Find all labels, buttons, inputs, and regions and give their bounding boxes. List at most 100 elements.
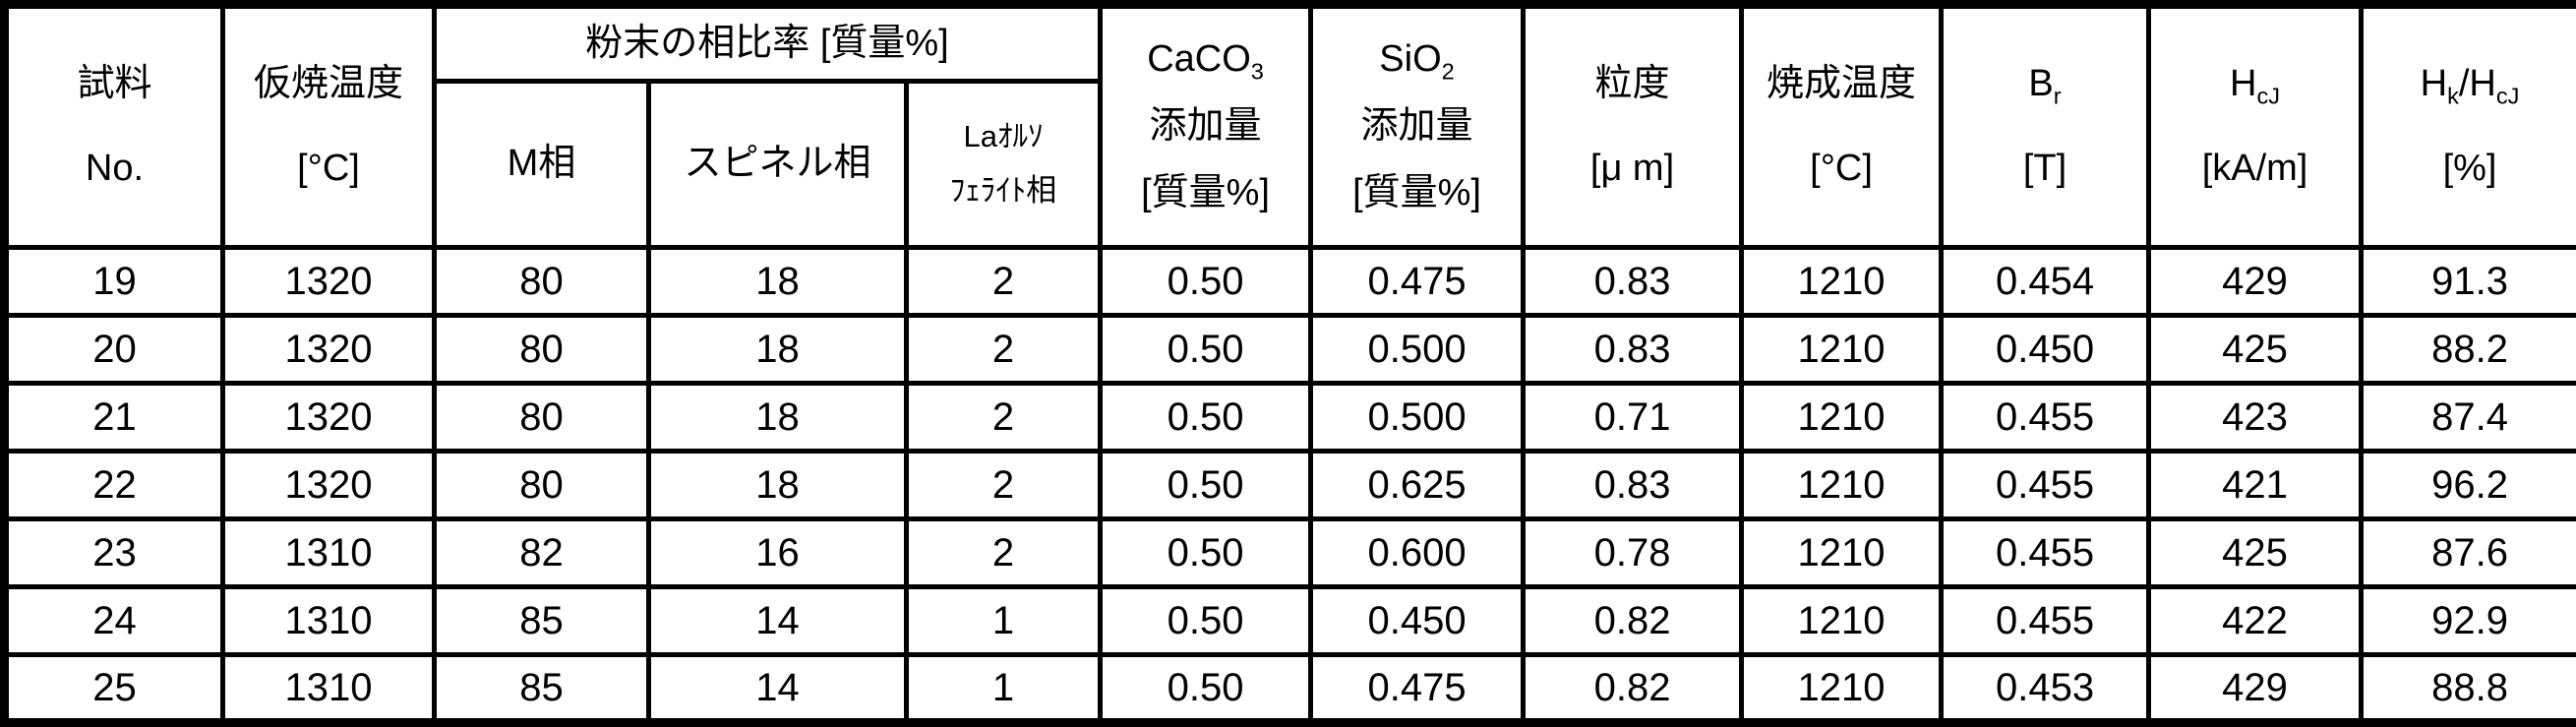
cell-sample-no: 22 — [5, 452, 223, 519]
cell-la-phase: 2 — [907, 519, 1101, 587]
cell-firing-temp: 1210 — [1742, 316, 1942, 384]
cell-calcination-temp: 1320 — [223, 248, 435, 316]
symbol-base: B — [2028, 63, 2053, 104]
header-text: 仮焼温度 — [254, 65, 403, 104]
col-header-la-ortho-ferrite: Laｵﾙｿ ﾌｪﾗｲﾄ相 — [907, 82, 1101, 248]
cell-caco3: 0.50 — [1101, 587, 1311, 655]
cell-sio2: 0.475 — [1311, 248, 1524, 316]
col-header-hk-hcj-lines: Hk/HcJ [%] — [2364, 65, 2576, 189]
symbol-subscript: cJ — [2496, 84, 2520, 109]
symbol-base: H — [2469, 63, 2495, 104]
cell-hk-hcj: 87.4 — [2362, 384, 2576, 452]
cell-spinel-phase: 18 — [649, 452, 907, 519]
cell-hcj: 425 — [2149, 519, 2362, 587]
cell-firing-temp: 1210 — [1742, 655, 1942, 723]
cell-caco3: 0.50 — [1101, 316, 1311, 384]
cell-spinel-phase: 18 — [649, 248, 907, 316]
cell-br: 0.455 — [1942, 384, 2149, 452]
cell-caco3: 0.50 — [1101, 655, 1311, 723]
cell-la-phase: 1 — [907, 655, 1101, 723]
cell-br: 0.455 — [1942, 519, 2149, 587]
cell-sio2: 0.450 — [1311, 587, 1524, 655]
cell-firing-temp: 1210 — [1742, 519, 1942, 587]
cell-spinel-phase: 16 — [649, 519, 907, 587]
formula-subscript: 3 — [1251, 59, 1264, 85]
cell-caco3: 0.50 — [1101, 519, 1311, 587]
col-header-br: Br [T] — [1942, 5, 2149, 248]
cell-la-phase: 1 — [907, 587, 1101, 655]
symbol-subscript: cJ — [2256, 84, 2280, 109]
formula-base: CaCO — [1147, 38, 1251, 80]
header-text: M相 — [508, 143, 576, 184]
cell-particle-size: 0.83 — [1524, 452, 1742, 519]
col-header-br-lines: Br [T] — [1944, 65, 2146, 189]
cell-sio2: 0.600 — [1311, 519, 1524, 587]
col-header-phase-ratio-group: 粉末の相比率 [質量%] — [435, 5, 1101, 82]
cell-sio2: 0.625 — [1311, 452, 1524, 519]
cell-sample-no: 20 — [5, 316, 223, 384]
cell-caco3: 0.50 — [1101, 384, 1311, 452]
header-text: 添加量 — [1361, 107, 1473, 147]
header-unit: [質量%] — [1352, 174, 1481, 213]
cell-caco3: 0.50 — [1101, 452, 1311, 519]
cell-sample-no: 19 — [5, 248, 223, 316]
header-text: Laｵﾙｿ — [964, 121, 1044, 153]
col-header-particle-size: 粒度 [μ m] — [1524, 5, 1742, 248]
cell-m-phase: 82 — [435, 519, 649, 587]
cell-calcination-temp: 1320 — [223, 452, 435, 519]
symbol-subscript: k — [2447, 84, 2459, 109]
col-header-sio2: SiO2 添加量 [質量%] — [1311, 5, 1524, 248]
symbol-subscript: r — [2054, 84, 2062, 109]
header-unit: [kA/m] — [2202, 150, 2308, 189]
cell-sio2: 0.475 — [1311, 655, 1524, 723]
col-header-firing-temp-lines: 焼成温度 [°C] — [1744, 65, 1939, 189]
cell-m-phase: 85 — [435, 587, 649, 655]
col-header-firing-temp: 焼成温度 [°C] — [1742, 5, 1942, 248]
cell-sio2: 0.500 — [1311, 316, 1524, 384]
col-header-hk-hcj: Hk/HcJ [%] — [2362, 5, 2576, 248]
cell-spinel-phase: 14 — [649, 587, 907, 655]
header-unit: [%] — [2443, 150, 2497, 189]
header-row-top: 試料 No. 仮焼温度 [°C] 粉末の相比率 [質量%] CaCO3 添加量 … — [5, 5, 2576, 82]
cell-m-phase: 80 — [435, 452, 649, 519]
col-header-sample-no-lines: 試料 No. — [9, 65, 220, 189]
col-header-caco3-lines: CaCO3 添加量 [質量%] — [1103, 40, 1308, 213]
cell-la-phase: 2 — [907, 248, 1101, 316]
cell-la-phase: 2 — [907, 452, 1101, 519]
col-header-m-phase: M相 — [435, 82, 649, 248]
col-header-calcination-temp: 仮焼温度 [°C] — [223, 5, 435, 248]
cell-la-phase: 2 — [907, 316, 1101, 384]
col-header-particle-size-lines: 粒度 [μ m] — [1526, 65, 1739, 189]
cell-firing-temp: 1210 — [1742, 587, 1942, 655]
header-text: ﾌｪﾗｲﾄ相 — [950, 175, 1057, 208]
cell-hcj: 421 — [2149, 452, 2362, 519]
cell-m-phase: 80 — [435, 384, 649, 452]
header-unit: [T] — [2023, 150, 2067, 189]
header-text: No. — [86, 150, 144, 189]
cell-sample-no: 25 — [5, 655, 223, 723]
cell-spinel-phase: 18 — [649, 316, 907, 384]
header-unit: [μ m] — [1590, 150, 1674, 189]
cell-firing-temp: 1210 — [1742, 452, 1942, 519]
cell-caco3: 0.50 — [1101, 248, 1311, 316]
header-unit: [°C] — [1810, 150, 1873, 189]
cell-firing-temp: 1210 — [1742, 384, 1942, 452]
symbol-base: H — [2230, 63, 2256, 104]
cell-calcination-temp: 1320 — [223, 384, 435, 452]
col-header-caco3: CaCO3 添加量 [質量%] — [1101, 5, 1311, 248]
cell-br: 0.453 — [1942, 655, 2149, 723]
cell-hk-hcj: 92.9 — [2362, 587, 2576, 655]
col-header-calcination-lines: 仮焼温度 [°C] — [225, 65, 432, 189]
symbol-hk-hcj: Hk/HcJ — [2421, 65, 2520, 104]
cell-br: 0.455 — [1942, 587, 2149, 655]
symbol-br: Br — [2028, 65, 2061, 104]
header-unit: [質量%] — [1141, 174, 1270, 213]
cell-hcj: 429 — [2149, 248, 2362, 316]
formula-base: SiO — [1379, 38, 1441, 80]
cell-br: 0.454 — [1942, 248, 2149, 316]
cell-firing-temp: 1210 — [1742, 248, 1942, 316]
